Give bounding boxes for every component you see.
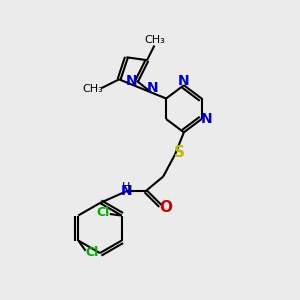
Text: Cl: Cl xyxy=(97,206,110,219)
Text: CH₃: CH₃ xyxy=(83,84,104,94)
Text: S: S xyxy=(174,146,185,160)
Text: O: O xyxy=(159,200,172,215)
Text: CH₃: CH₃ xyxy=(144,35,165,46)
Text: H: H xyxy=(122,182,130,191)
Text: N: N xyxy=(178,74,190,88)
Text: N: N xyxy=(126,74,137,88)
Text: Cl: Cl xyxy=(85,246,99,259)
Text: N: N xyxy=(201,112,213,126)
Text: N: N xyxy=(147,81,159,95)
Text: N: N xyxy=(121,184,132,198)
